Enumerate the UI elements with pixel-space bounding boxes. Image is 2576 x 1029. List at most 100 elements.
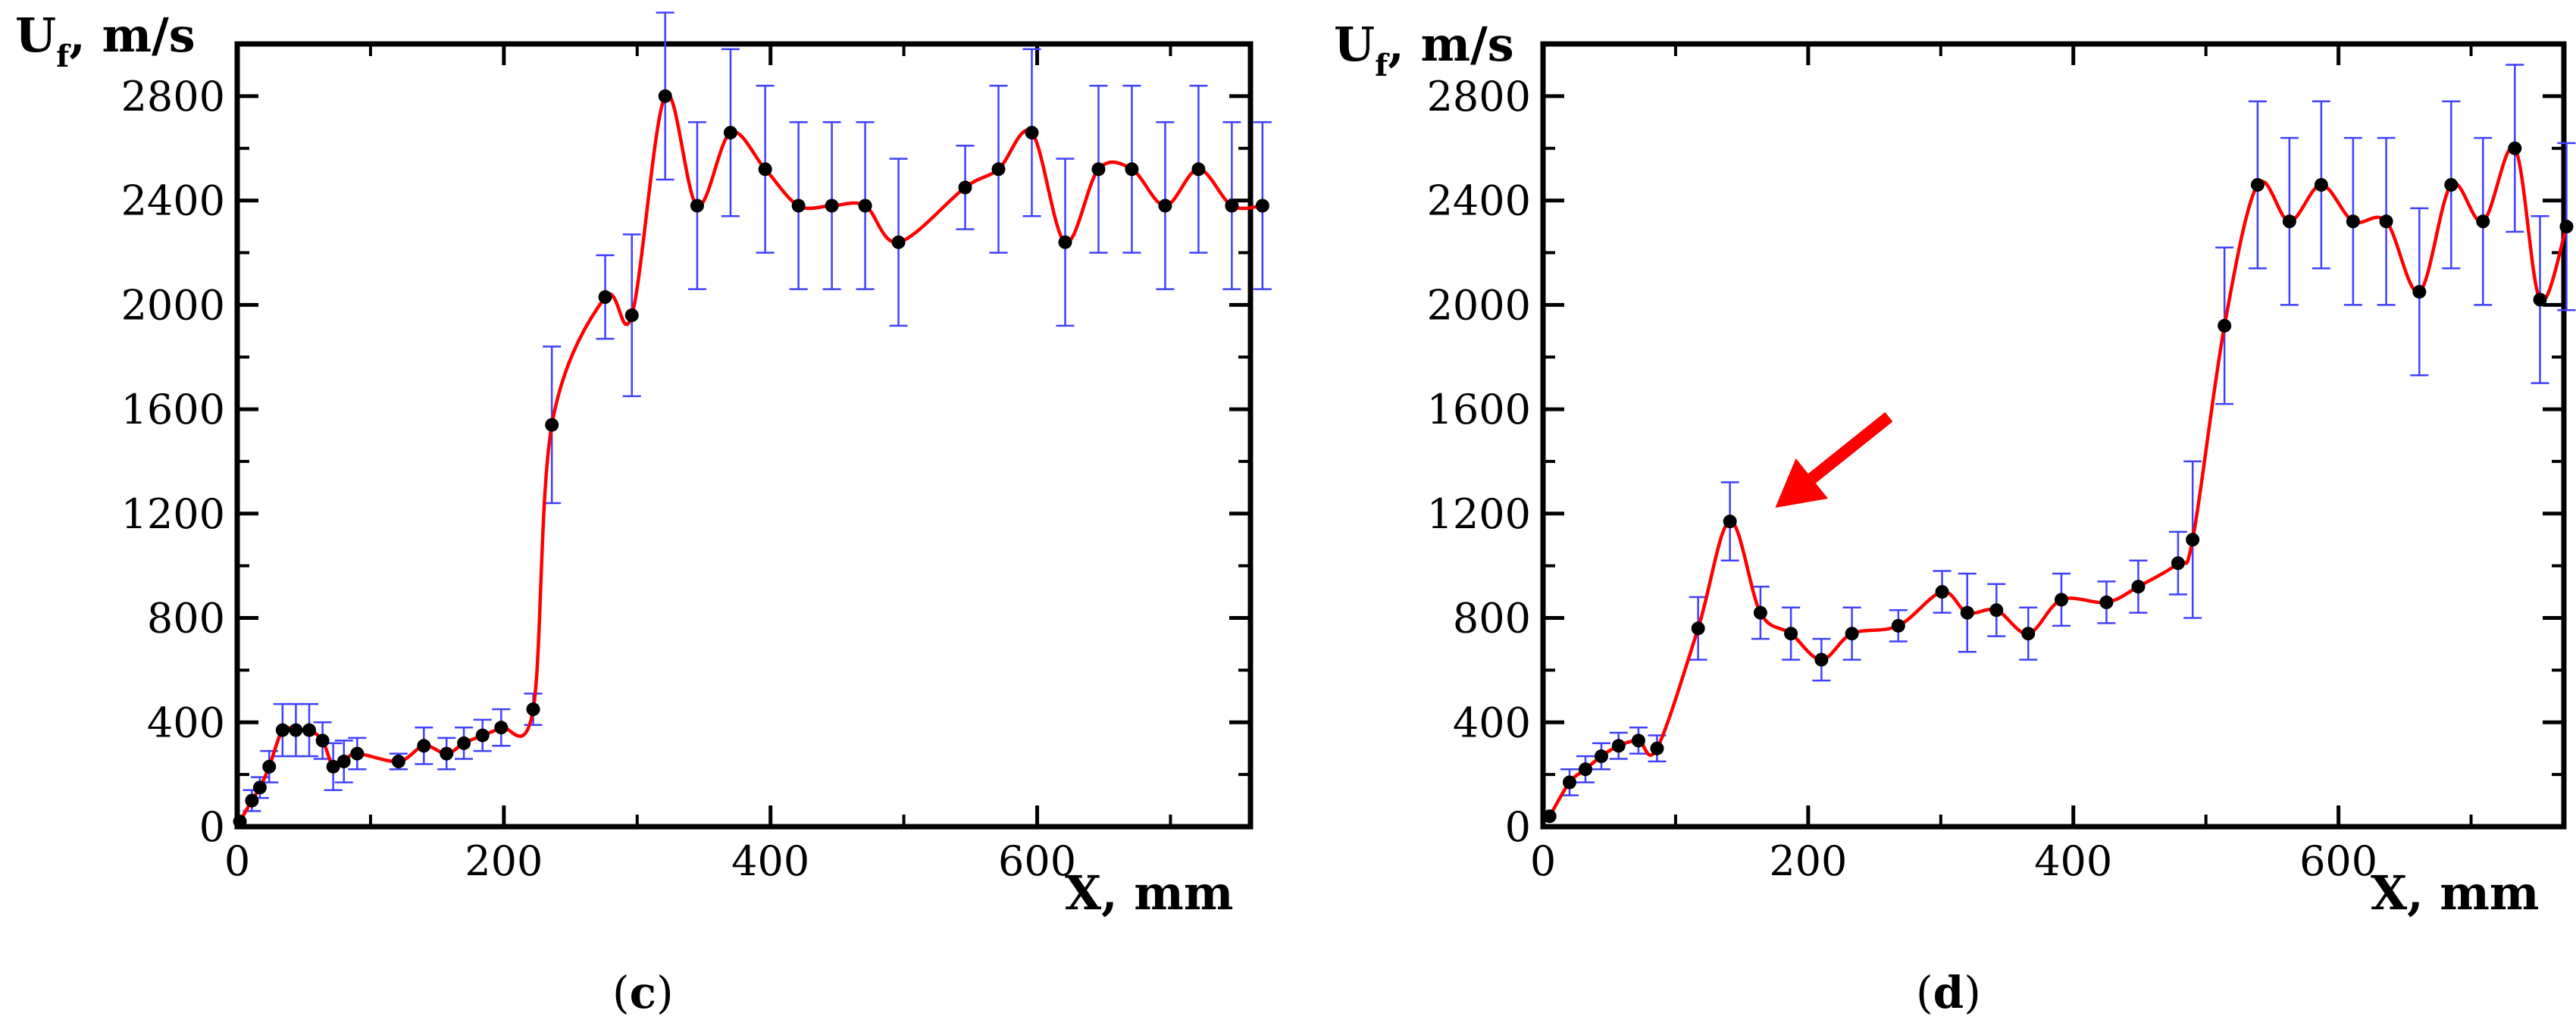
x-tick-label: 0 bbox=[224, 837, 250, 885]
data-point bbox=[1753, 605, 1767, 620]
data-point bbox=[2346, 214, 2360, 229]
data-point bbox=[2508, 141, 2522, 155]
data-point bbox=[350, 746, 365, 761]
x-tick-label: 200 bbox=[465, 837, 543, 885]
data-point bbox=[2533, 292, 2547, 307]
data-point bbox=[758, 162, 772, 177]
data-point bbox=[1542, 809, 1557, 824]
data-point bbox=[658, 89, 672, 103]
data-point bbox=[1631, 733, 1645, 748]
data-point bbox=[440, 746, 454, 761]
data-point bbox=[2250, 177, 2265, 192]
data-point bbox=[2314, 177, 2328, 192]
data-point bbox=[991, 162, 1006, 177]
panel-label-c: (c) bbox=[612, 967, 674, 1018]
data-point bbox=[1891, 618, 1905, 633]
arrow-head bbox=[1775, 458, 1829, 508]
data-point bbox=[391, 754, 405, 768]
x-tick-label: 400 bbox=[2034, 837, 2112, 885]
data-point bbox=[1025, 126, 1039, 140]
data-point bbox=[417, 739, 431, 753]
y-axis-title-main-d: U bbox=[1334, 17, 1375, 72]
tick-labels-d: 0 200 400 600 0 400 800 1200 1600 2000 2400 2800 bbox=[1427, 73, 2378, 885]
data-point bbox=[545, 418, 559, 432]
data-point bbox=[1935, 585, 1949, 599]
y-tick-label: 800 bbox=[147, 595, 225, 643]
annotation-arrow-d bbox=[1775, 411, 1893, 508]
y-tick-label: 0 bbox=[199, 803, 225, 851]
y-tick-label: 1600 bbox=[121, 386, 225, 433]
data-point bbox=[526, 702, 540, 717]
series-line bbox=[238, 92, 1263, 823]
y-tick-label: 1200 bbox=[121, 490, 225, 538]
data-point bbox=[475, 728, 490, 743]
data-point bbox=[1611, 739, 1626, 753]
panel-label-letter-c: c bbox=[630, 967, 656, 1018]
panel-label-close-c: ) bbox=[656, 967, 674, 1018]
data-point bbox=[1989, 603, 2004, 618]
data-point bbox=[457, 736, 471, 750]
data-point bbox=[275, 723, 290, 737]
y-axis-title-c: Uf, m/s bbox=[15, 8, 196, 74]
x-tick-label: 200 bbox=[1769, 837, 1847, 885]
x-tick-label: 0 bbox=[1530, 837, 1556, 885]
y-tick-label: 800 bbox=[1453, 595, 1531, 643]
data-point bbox=[336, 754, 351, 768]
data-d bbox=[1542, 64, 2576, 824]
data-point bbox=[1562, 775, 1576, 790]
data-point bbox=[2171, 556, 2185, 571]
y-tick-label: 2400 bbox=[121, 177, 225, 225]
y-axis-title-rest-d: , m/s bbox=[1388, 17, 1513, 72]
data-point bbox=[1191, 162, 1206, 177]
y-axis-title-sub-c: f bbox=[56, 39, 71, 74]
data-point bbox=[1960, 605, 1974, 620]
data-point bbox=[1594, 749, 1608, 764]
data-point bbox=[1058, 235, 1072, 249]
panel-label-d: (d) bbox=[1916, 967, 1981, 1018]
ticks-d bbox=[1541, 44, 2564, 829]
data-point bbox=[2559, 220, 2574, 234]
x-tick-label: 400 bbox=[731, 837, 809, 885]
data-point bbox=[302, 723, 316, 737]
data-point bbox=[2021, 627, 2036, 641]
y-tick-label: 400 bbox=[1453, 699, 1531, 746]
y-tick-label: 400 bbox=[147, 699, 225, 746]
data-point bbox=[1125, 162, 1139, 177]
data-point bbox=[2186, 533, 2200, 547]
data-point bbox=[2218, 318, 2232, 333]
series-line bbox=[1548, 145, 2568, 818]
data-point bbox=[326, 759, 340, 774]
arrow-shaft bbox=[1808, 411, 1893, 483]
panel-label-letter-d: d bbox=[1933, 967, 1964, 1018]
data-point bbox=[1255, 199, 1269, 213]
data-point bbox=[2099, 595, 2114, 609]
data-point bbox=[825, 199, 839, 213]
data-point bbox=[1158, 199, 1172, 213]
tick-labels-c: 0 200 400 600 0 400 800 1200 1600 2000 2400 2800 bbox=[121, 73, 1077, 885]
panel-label-close-d: ) bbox=[1964, 967, 1981, 1018]
y-axis-title-main-c: U bbox=[15, 8, 56, 63]
x-tick-label: 600 bbox=[2299, 837, 2377, 885]
chart-panel-c: 0 200 400 600 0 400 800 1200 1600 2000 2400 2800 Uf… bbox=[15, 8, 1272, 1018]
data-point bbox=[958, 180, 972, 195]
data-point bbox=[494, 721, 509, 735]
y-tick-label: 1200 bbox=[1427, 490, 1531, 538]
y-tick-label: 2800 bbox=[1427, 73, 1531, 120]
data-point bbox=[262, 759, 277, 774]
data-point bbox=[1091, 162, 1106, 177]
data-point bbox=[624, 308, 639, 323]
ticks-c bbox=[235, 44, 1250, 829]
data-point bbox=[2131, 580, 2146, 594]
y-tick-label: 2800 bbox=[121, 73, 225, 120]
data-point bbox=[233, 815, 247, 829]
chart-panel-d: 0 200 400 600 0 400 800 1200 1600 2000 2400 2800 Uf… bbox=[1334, 17, 2576, 1018]
plot-frame-c bbox=[234, 41, 1254, 830]
y-axis-title-sub-d: f bbox=[1375, 48, 1390, 83]
data-point bbox=[891, 235, 906, 249]
y-tick-label: 1600 bbox=[1427, 386, 1531, 433]
data-point bbox=[1845, 627, 1859, 641]
data-point bbox=[1723, 514, 1737, 529]
data-point bbox=[2054, 593, 2068, 607]
y-tick-label: 2400 bbox=[1427, 177, 1531, 225]
y-axis-title-rest-c: , m/s bbox=[69, 8, 195, 63]
